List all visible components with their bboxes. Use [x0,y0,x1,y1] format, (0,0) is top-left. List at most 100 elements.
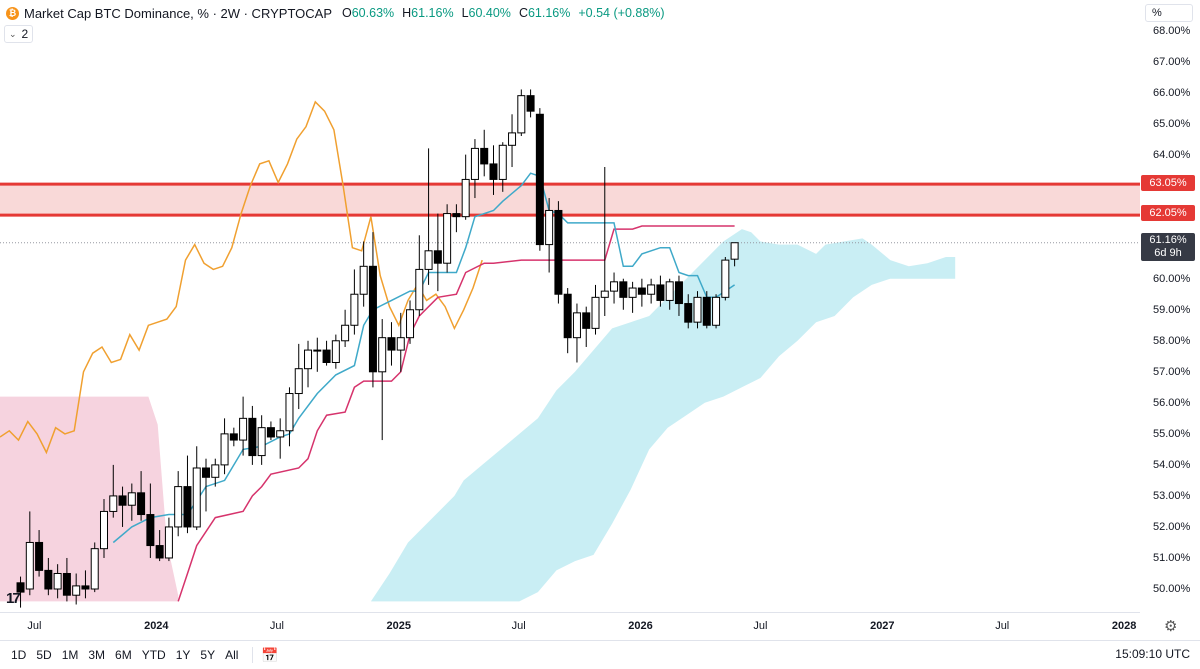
candle-body [572,312,581,339]
resistance-lower-tag: 62.05% [1141,205,1195,221]
candle-body [684,303,693,323]
candle-body [368,265,377,373]
time-tick-label: 2025 [386,620,412,632]
candle-body [470,147,479,180]
candle-body [591,296,600,329]
candle-body [554,209,563,295]
candle-body [211,464,220,478]
time-tick-label: 2026 [628,620,653,632]
candle-body [322,349,331,363]
price-tick-label: 66.00% [1153,86,1191,99]
price-change: +0.54 (+0.88%) [578,6,665,20]
price-tick-label: 60.00% [1153,272,1191,285]
candle-body [44,569,53,590]
range-1y[interactable]: 1Y [175,648,191,662]
bottom-toolbar: 1D 5D 1M 3M 6M YTD 1Y 5Y All 📅 [0,640,1200,669]
ohlc-close: C61.16% [518,6,571,20]
candle-body [406,309,415,339]
candle-body [563,293,572,339]
candle-body [62,572,71,596]
last-price-tag: 61.16% 6d 9h [1141,233,1195,261]
range-all[interactable]: All [225,648,239,662]
symbol-title[interactable]: Market Cap BTC Dominance, % · 2W · CRYPT… [24,5,332,21]
candle-body [72,585,81,596]
price-tick-label: 50.00% [1153,583,1191,595]
candle-body [118,495,127,506]
candle-body [127,492,136,506]
candle-body [461,178,470,218]
time-tick-label: Jul [27,620,42,632]
candle-body [396,337,405,351]
candle-body [628,287,637,298]
price-tick-label: 68.00% [1153,24,1191,37]
candle-body [674,281,683,305]
symbol-header: ₿ Market Cap BTC Dominance, % · 2W · CRY… [6,4,665,22]
price-tick-label: 55.00% [1153,427,1191,440]
candle-body [452,213,461,218]
countdown-label: 6d 9h [1154,247,1182,259]
indicator-layers-toggle[interactable]: ⌄ 2 [4,25,34,43]
price-tick-label: 54.00% [1153,458,1191,471]
scale-mode-select[interactable]: % [1145,4,1193,22]
candle-body [294,368,303,395]
ohlc-low: L60.40% [461,6,511,20]
candle-body [99,510,108,550]
candle-body [331,340,340,363]
candle-body [693,296,702,323]
range-ytd[interactable]: YTD [141,648,166,662]
range-1m[interactable]: 1M [61,648,79,662]
candle-body [229,433,238,441]
candle-body [378,337,387,373]
calendar-range-icon[interactable]: 📅 [261,646,279,663]
candle-body [248,417,257,457]
candle-body [489,163,498,180]
candle-body [164,526,173,559]
candle-body [202,467,211,478]
kijun-sen-line [177,225,735,602]
time-tick-label: Jul [753,620,768,632]
candle-body [610,281,619,292]
time-tick-label: 2028 [1111,620,1137,632]
price-tick-label: 64.00% [1153,148,1191,161]
range-3m[interactable]: 3M [88,648,106,662]
price-tick-label: 52.00% [1153,520,1191,533]
candle-body [350,293,359,326]
candle-body [155,545,164,559]
candle-body [535,113,544,246]
last-price-label: 61.16% [1149,234,1187,246]
candle-body [16,582,25,593]
candle-body [359,265,368,295]
candle-body [304,349,313,370]
utc-clock[interactable]: 15:09:10 UTC [1115,647,1190,661]
range-1d[interactable]: 1D [11,648,27,662]
price-tick-label: 67.00% [1153,55,1191,68]
gear-icon[interactable]: ⚙ [1164,618,1178,635]
candle-body [545,209,554,246]
toolbar-divider [252,647,254,663]
candle-body [712,296,721,326]
candle-body [387,337,396,351]
candle-body [600,290,609,298]
time-tick-label: 2027 [870,620,895,632]
candle-body [276,430,285,438]
candle-body [647,284,656,295]
candle-body [526,95,535,112]
range-5y[interactable]: 5Y [200,648,216,662]
candle-body [637,287,646,295]
chikou-span-line [0,100,483,455]
range-6m[interactable]: 6M [115,648,132,662]
price-tick-label: 65.00% [1153,117,1191,130]
tradingview-logo[interactable]: 17 [6,590,21,607]
price-chart[interactable] [0,0,1200,640]
candle-body [174,486,183,528]
range-5d[interactable]: 5D [36,648,52,662]
time-tick-label: Jul [995,620,1010,632]
candle-body [582,312,591,329]
candle-body [702,296,711,326]
candle-body [656,284,665,301]
ohlc-open: O60.63% [342,6,395,20]
resistance-zone [0,184,1140,216]
candle-body [109,495,118,512]
candle-body [433,250,442,264]
candle-body [183,486,192,528]
